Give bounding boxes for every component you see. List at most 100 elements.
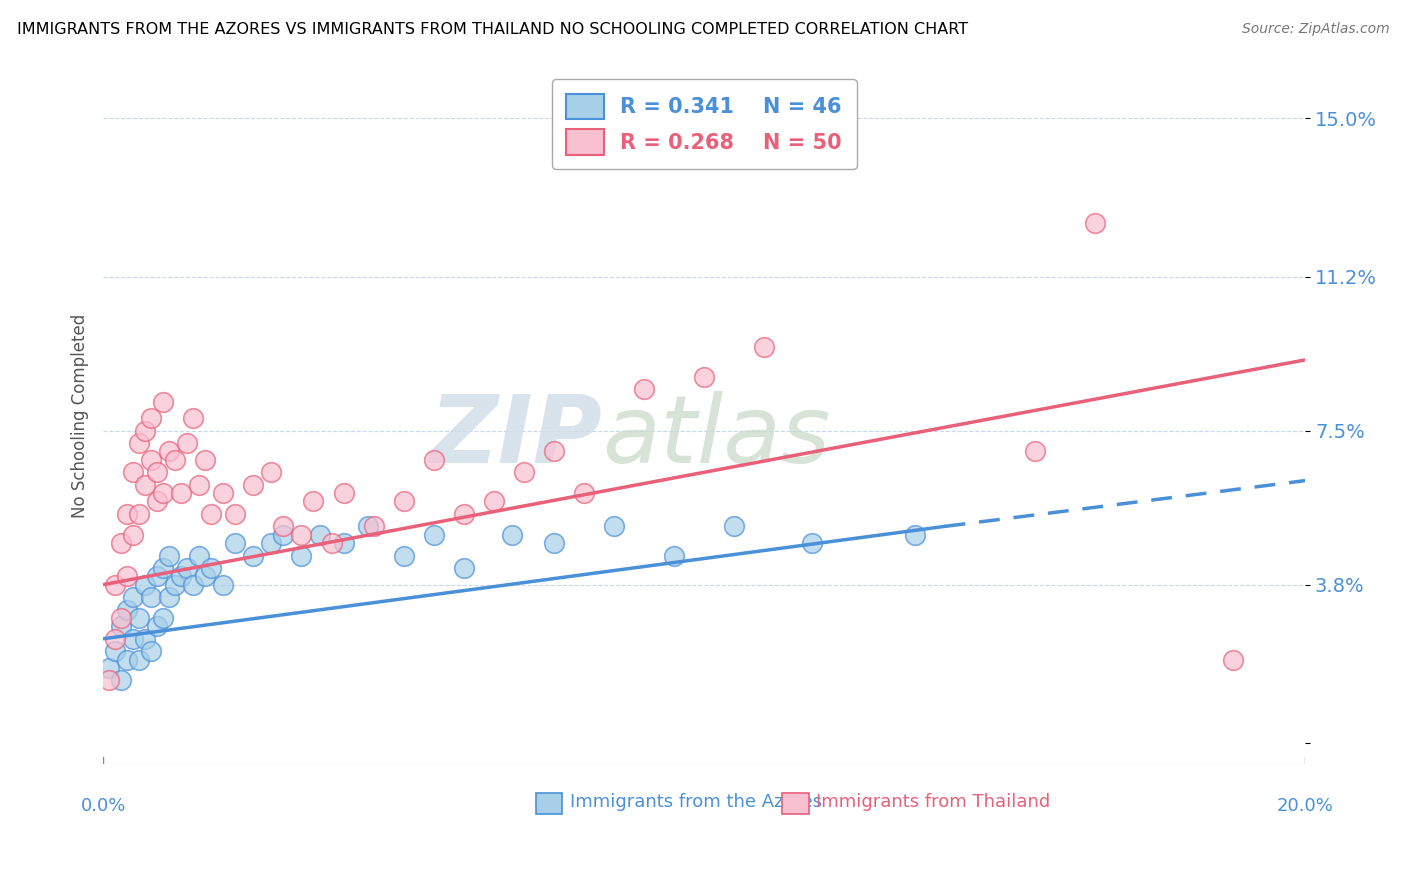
Point	[188, 549, 211, 563]
Point	[453, 507, 475, 521]
Point	[482, 494, 505, 508]
Point	[212, 577, 235, 591]
Text: Source: ZipAtlas.com: Source: ZipAtlas.com	[1241, 22, 1389, 37]
Point	[603, 519, 626, 533]
Point	[194, 452, 217, 467]
Point	[115, 602, 138, 616]
Point	[392, 549, 415, 563]
Point	[104, 577, 127, 591]
Point	[801, 536, 824, 550]
Point	[290, 549, 312, 563]
Point	[110, 619, 132, 633]
Text: atlas: atlas	[602, 392, 831, 483]
Point	[224, 507, 246, 521]
Point	[332, 486, 354, 500]
Point	[543, 444, 565, 458]
Point	[194, 569, 217, 583]
Point	[104, 632, 127, 646]
Point	[501, 527, 523, 541]
Point	[181, 411, 204, 425]
Point	[128, 611, 150, 625]
Point	[146, 494, 169, 508]
Point	[903, 527, 925, 541]
Point	[170, 486, 193, 500]
Point	[693, 369, 716, 384]
FancyBboxPatch shape	[536, 793, 562, 814]
Point	[157, 590, 180, 604]
Point	[754, 340, 776, 354]
Point	[170, 569, 193, 583]
Point	[332, 536, 354, 550]
Point	[260, 536, 283, 550]
Text: 20.0%: 20.0%	[1277, 797, 1334, 815]
Point	[152, 611, 174, 625]
Point	[356, 519, 378, 533]
Point	[122, 465, 145, 479]
Point	[110, 536, 132, 550]
Point	[152, 486, 174, 500]
Text: Immigrants from Thailand: Immigrants from Thailand	[815, 793, 1050, 811]
Point	[200, 561, 222, 575]
Point	[165, 452, 187, 467]
Point	[308, 527, 330, 541]
Point	[513, 465, 536, 479]
Point	[134, 477, 156, 491]
Point	[224, 536, 246, 550]
Point	[141, 644, 163, 658]
Point	[422, 452, 444, 467]
Point	[146, 465, 169, 479]
Point	[1024, 444, 1046, 458]
Point	[273, 527, 295, 541]
Point	[122, 527, 145, 541]
Point	[152, 561, 174, 575]
Point	[115, 569, 138, 583]
Point	[633, 382, 655, 396]
Text: Immigrants from the Azores: Immigrants from the Azores	[569, 793, 821, 811]
Point	[1084, 215, 1107, 229]
Point	[543, 536, 565, 550]
Y-axis label: No Schooling Completed: No Schooling Completed	[72, 314, 89, 518]
Point	[176, 561, 198, 575]
Point	[128, 436, 150, 450]
Point	[134, 577, 156, 591]
Point	[152, 394, 174, 409]
Point	[242, 549, 264, 563]
Point	[290, 527, 312, 541]
Point	[321, 536, 343, 550]
Point	[98, 673, 121, 688]
Point	[176, 436, 198, 450]
Point	[146, 569, 169, 583]
Legend: R = 0.341    N = 46, R = 0.268    N = 50: R = 0.341 N = 46, R = 0.268 N = 50	[551, 78, 856, 169]
Point	[134, 424, 156, 438]
Point	[122, 590, 145, 604]
Point	[1222, 652, 1244, 666]
Point	[188, 477, 211, 491]
Point	[453, 561, 475, 575]
Point	[392, 494, 415, 508]
Point	[157, 444, 180, 458]
Point	[115, 652, 138, 666]
Point	[273, 519, 295, 533]
Point	[128, 507, 150, 521]
Point	[141, 590, 163, 604]
Point	[260, 465, 283, 479]
Point	[104, 644, 127, 658]
Point	[98, 661, 121, 675]
Point	[128, 652, 150, 666]
Point	[212, 486, 235, 500]
Point	[134, 632, 156, 646]
Point	[572, 486, 595, 500]
Point	[181, 577, 204, 591]
Point	[422, 527, 444, 541]
Point	[662, 549, 685, 563]
Point	[115, 507, 138, 521]
Point	[141, 452, 163, 467]
Text: ZIP: ZIP	[429, 391, 602, 483]
Point	[363, 519, 385, 533]
Point	[242, 477, 264, 491]
Text: IMMIGRANTS FROM THE AZORES VS IMMIGRANTS FROM THAILAND NO SCHOOLING COMPLETED CO: IMMIGRANTS FROM THE AZORES VS IMMIGRANTS…	[17, 22, 967, 37]
Point	[723, 519, 745, 533]
Text: 0.0%: 0.0%	[80, 797, 125, 815]
Point	[146, 619, 169, 633]
FancyBboxPatch shape	[782, 793, 808, 814]
